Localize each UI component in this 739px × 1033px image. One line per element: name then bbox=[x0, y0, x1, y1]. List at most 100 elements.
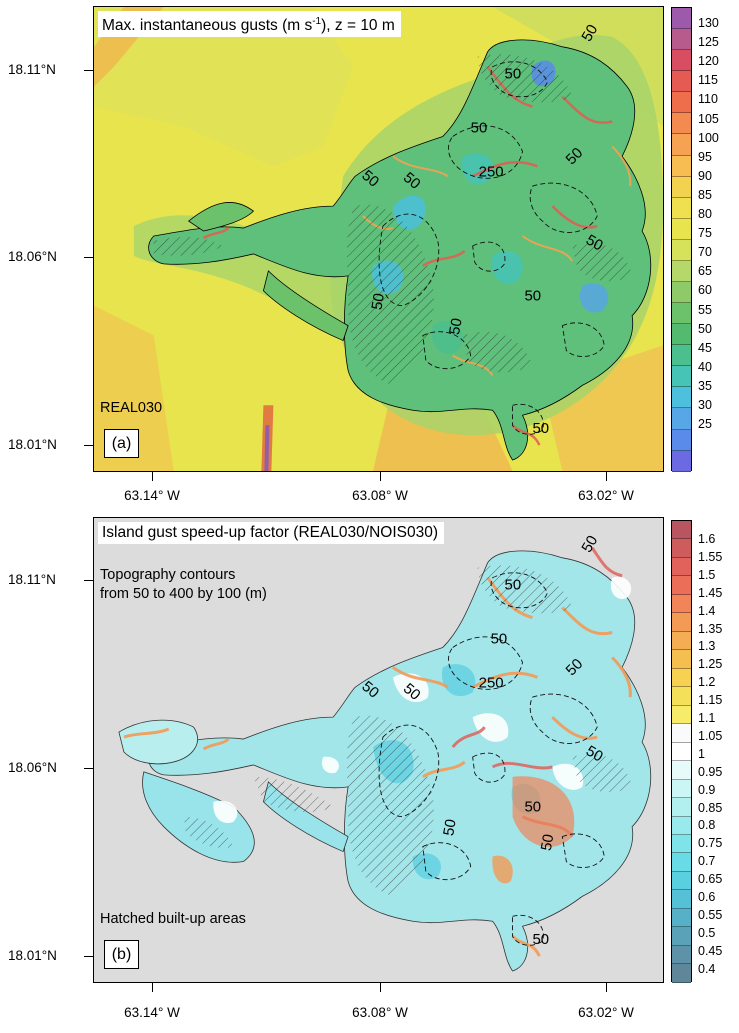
colorbar-tick-label: 85 bbox=[698, 187, 712, 202]
y-tick-label: 18.11°N bbox=[8, 572, 56, 587]
y-tick-mark bbox=[84, 70, 93, 71]
contour-label: 50 bbox=[491, 630, 508, 647]
panel-a-label: (a) bbox=[104, 429, 139, 458]
colorbar-segment bbox=[672, 197, 691, 219]
colorbar-segment bbox=[672, 557, 691, 577]
panel-a-title-main: Max. instantaneous gusts (m s bbox=[102, 17, 313, 35]
colorbar-segment bbox=[672, 945, 691, 965]
colorbar-tick-label: 1.4 bbox=[698, 603, 716, 618]
colorbar-segment bbox=[672, 366, 691, 388]
colorbar-tick-label: 75 bbox=[698, 226, 712, 241]
y-tick-label: 18.01°N bbox=[8, 437, 57, 452]
colorbar-tick-label: 0.95 bbox=[698, 764, 723, 779]
colorbar-segment bbox=[672, 176, 691, 198]
contour-label: 50 bbox=[578, 533, 601, 556]
colorbar-segment bbox=[672, 724, 691, 743]
colorbar-tick-label: 1.45 bbox=[698, 585, 723, 600]
colorbar-segment bbox=[672, 29, 691, 51]
contour-label: 50 bbox=[583, 231, 606, 254]
colorbar-segment bbox=[672, 594, 691, 614]
colorbar-segment bbox=[672, 576, 691, 595]
contour-label: 50 bbox=[505, 577, 522, 594]
contour-label: 250 bbox=[479, 674, 504, 691]
colorbar-tick-label: 0.45 bbox=[698, 943, 723, 958]
colorbar-segment bbox=[672, 779, 691, 799]
colorbar-tick-label: 40 bbox=[698, 359, 712, 374]
colorbar-tick-label: 90 bbox=[698, 168, 712, 183]
colorbar-segment bbox=[672, 853, 691, 872]
colorbar-tick-label: 0.65 bbox=[698, 872, 723, 887]
x-tick-mark bbox=[606, 472, 607, 481]
colorbar-segment bbox=[672, 113, 691, 135]
colorbar-tick-label: 60 bbox=[698, 283, 712, 298]
y-tick-mark bbox=[84, 257, 93, 258]
colorbar-tick-label: 105 bbox=[698, 111, 719, 126]
colorbar-segment bbox=[672, 927, 691, 946]
colorbar-segment bbox=[672, 408, 691, 430]
colorbar-tick-label: 1.05 bbox=[698, 728, 723, 743]
x-tick-label: 63.02° W bbox=[578, 1005, 634, 1020]
topography-note-line1: Topography contours bbox=[100, 567, 236, 583]
colorbar-segment bbox=[672, 539, 691, 558]
colorbar-segment bbox=[672, 450, 691, 472]
y-tick-label: 18.06°N bbox=[8, 249, 57, 264]
colorbar-segment bbox=[672, 908, 691, 928]
colorbar-tick-label: 55 bbox=[698, 302, 712, 317]
y-tick-label: 18.06°N bbox=[8, 760, 57, 775]
colorbar-tick-label: 0.8 bbox=[698, 818, 716, 833]
panel-a-title: Max. instantaneous gusts (m s-1), z = 10… bbox=[98, 11, 401, 38]
colorbar-segment bbox=[672, 324, 691, 346]
colorbar-segment bbox=[672, 303, 691, 325]
colorbar-tick-label: 130 bbox=[698, 16, 719, 30]
colorbar-tick-label: 1.3 bbox=[698, 639, 716, 654]
contour-label: 50 bbox=[583, 742, 606, 765]
colorbar-segment bbox=[672, 871, 691, 891]
colorbar-segment bbox=[672, 650, 691, 669]
colorbar-tick-label: 45 bbox=[698, 340, 712, 355]
colorbar-tick-label: 0.75 bbox=[698, 836, 723, 851]
colorbar-tick-label: 100 bbox=[698, 130, 719, 145]
y-tick-label: 18.01°N bbox=[8, 948, 57, 963]
colorbar-tick-label: 30 bbox=[698, 398, 712, 412]
contour-label: 50 bbox=[440, 818, 460, 837]
x-tick-mark bbox=[380, 983, 381, 992]
colorbar-segment bbox=[672, 345, 691, 367]
contour-label: 50 bbox=[471, 119, 488, 136]
colorbar-segment bbox=[672, 668, 691, 688]
colorbar-segment bbox=[672, 687, 691, 706]
colorbar-segment bbox=[672, 613, 691, 632]
colorbar-segment bbox=[672, 798, 691, 817]
x-tick-mark bbox=[606, 983, 607, 992]
colorbar-segment bbox=[672, 239, 691, 261]
colorbar-tick-label: 0.85 bbox=[698, 800, 723, 815]
contour-label: 50 bbox=[532, 931, 549, 948]
colorbar-tick-label: 0.4 bbox=[698, 961, 716, 976]
colorbar-tick-label: 1.35 bbox=[698, 621, 723, 636]
colorbar-tick-label: 0.9 bbox=[698, 782, 716, 797]
x-tick-label: 63.08° W bbox=[352, 1005, 408, 1020]
run-label: REAL030 bbox=[100, 400, 163, 416]
colorbar-tick-label: 1.15 bbox=[698, 693, 723, 708]
contour-label: 50 bbox=[368, 292, 388, 311]
colorbar-tick-label: 1.25 bbox=[698, 657, 723, 672]
colorbar-b bbox=[671, 520, 692, 983]
colorbar-tick-label: 70 bbox=[698, 245, 712, 260]
colorbar-tick-label: 0.7 bbox=[698, 854, 716, 869]
colorbar-segment bbox=[672, 890, 691, 909]
colorbar-tick-label: 25 bbox=[698, 417, 712, 432]
colorbar-segment bbox=[672, 134, 691, 156]
colorbar-tick-label: 0.5 bbox=[698, 925, 716, 940]
colorbar-tick-label: 1.5 bbox=[698, 567, 716, 582]
colorbar-segment bbox=[672, 521, 691, 540]
colorbar-tick-label: 110 bbox=[698, 92, 718, 107]
colorbar-segment bbox=[672, 218, 691, 240]
colorbar-segment bbox=[672, 964, 691, 983]
map-panel-a: 50 50 50 250 50 50 50 50 50 50 50 50 Max… bbox=[93, 6, 664, 472]
panel-a-title-sup: -1 bbox=[312, 16, 322, 27]
colorbar-segment bbox=[672, 8, 691, 30]
colorbar-tick-label: 80 bbox=[698, 207, 712, 221]
contour-label: 50 bbox=[578, 22, 601, 45]
contour-label: 50 bbox=[532, 420, 549, 437]
panel-b-label: (b) bbox=[104, 940, 139, 969]
colorbar-tick-label: 65 bbox=[698, 264, 712, 279]
